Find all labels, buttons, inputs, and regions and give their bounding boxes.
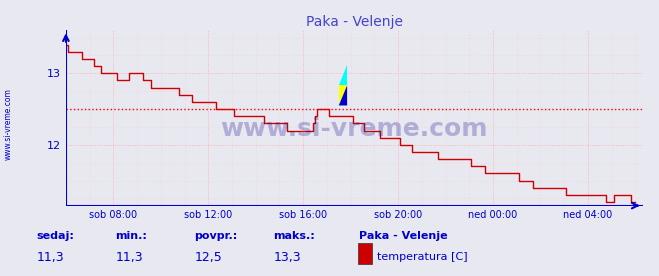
Text: temperatura [C]: temperatura [C]: [377, 252, 468, 262]
Text: min.:: min.:: [115, 231, 147, 241]
Text: sedaj:: sedaj:: [36, 231, 74, 241]
Text: 11,3: 11,3: [36, 251, 64, 264]
Text: povpr.:: povpr.:: [194, 231, 238, 241]
Title: Paka - Velenje: Paka - Velenje: [306, 15, 403, 29]
Text: www.si-vreme.com: www.si-vreme.com: [221, 116, 488, 140]
Text: Paka - Velenje: Paka - Velenje: [359, 231, 447, 241]
Text: maks.:: maks.:: [273, 231, 315, 241]
Polygon shape: [339, 86, 347, 105]
Polygon shape: [339, 86, 347, 105]
Text: www.si-vreme.com: www.si-vreme.com: [3, 88, 13, 160]
Text: 13,3: 13,3: [273, 251, 301, 264]
Text: 12,5: 12,5: [194, 251, 222, 264]
Polygon shape: [339, 65, 347, 86]
Text: 11,3: 11,3: [115, 251, 143, 264]
